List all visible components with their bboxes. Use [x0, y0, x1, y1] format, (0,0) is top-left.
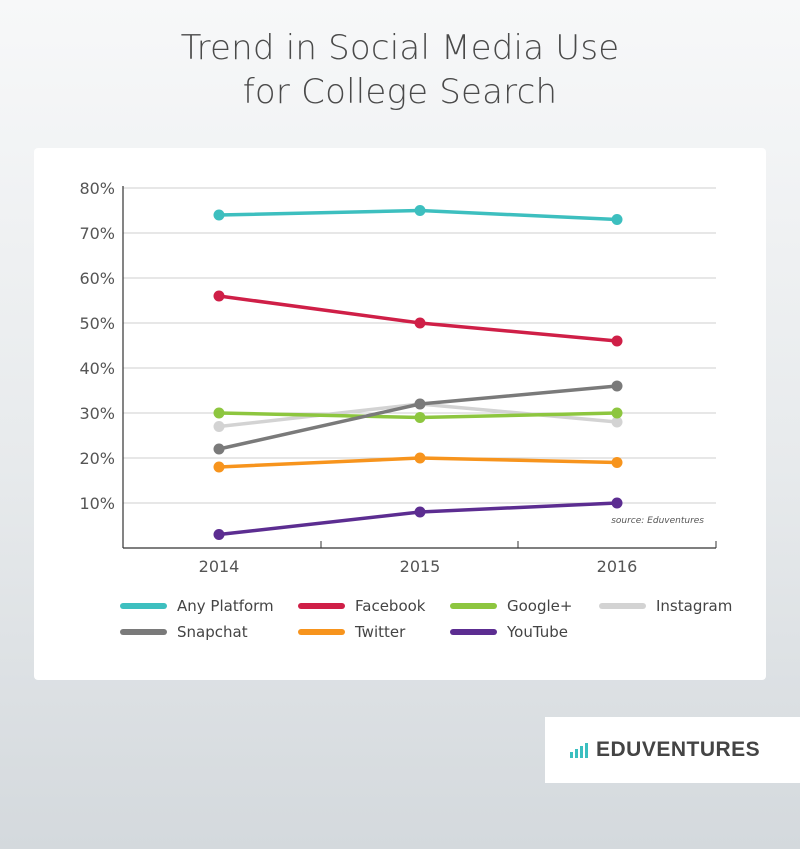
- legend-swatch: [450, 629, 497, 635]
- legend-swatch: [120, 603, 167, 609]
- legend-item: Twitter: [298, 622, 405, 642]
- data-point: [611, 407, 623, 419]
- legend-swatch: [599, 603, 646, 609]
- chart-title: Trend in Social Media Use for College Se…: [0, 26, 800, 114]
- title-line-2: for College Search: [242, 72, 558, 112]
- legend-label: Any Platform: [177, 597, 274, 615]
- legend-item: Snapchat: [120, 622, 248, 642]
- data-point: [414, 205, 426, 216]
- x-tick-label: 2015: [400, 557, 441, 576]
- legend-label: Google+: [507, 597, 573, 615]
- data-point: [611, 497, 623, 509]
- legend-item: Facebook: [298, 596, 425, 616]
- legend-swatch: [450, 603, 497, 609]
- chart-card: 10% 20% 30% 40% 50% 60% 70% 80% 2014 2015 2016 sour…: [34, 148, 766, 680]
- data-point: [213, 421, 225, 432]
- x-tick-label: 2016: [597, 557, 638, 576]
- y-tick-label: 10%: [79, 494, 115, 513]
- logo-text: EDUVENTURES: [596, 738, 761, 761]
- data-point: [414, 398, 426, 410]
- data-point: [213, 209, 225, 221]
- x-tick-label: 2014: [199, 557, 240, 576]
- title-line-1: Trend in Social Media Use: [180, 28, 620, 68]
- data-point: [611, 335, 623, 347]
- data-point: [414, 452, 426, 464]
- source-annotation: source: Eduventures: [611, 516, 704, 526]
- legend-item: YouTube: [450, 622, 568, 642]
- legend-label: Twitter: [355, 623, 406, 641]
- y-tick-label: 40%: [79, 359, 115, 378]
- data-point: [611, 214, 623, 225]
- y-tick-label: 50%: [79, 314, 115, 333]
- data-point: [213, 461, 225, 473]
- y-tick-label: 60%: [79, 269, 115, 288]
- legend-swatch: [120, 629, 167, 635]
- data-point: [414, 317, 426, 329]
- data-point: [213, 529, 225, 540]
- legend-swatch: [298, 629, 345, 635]
- y-tick-label: 30%: [79, 404, 115, 423]
- eduventures-logo: EDUVENTURES: [545, 717, 800, 783]
- legend-swatch: [298, 603, 345, 609]
- legend-label: YouTube: [507, 623, 568, 641]
- legend-item: Google+: [450, 596, 572, 616]
- data-point: [213, 443, 225, 455]
- data-point: [611, 380, 623, 392]
- chart-legend: Any Platform Facebook Google+ Instagram Snap…: [34, 596, 766, 656]
- legend-label: Facebook: [355, 597, 426, 615]
- data-point: [611, 457, 623, 468]
- data-point: [414, 506, 426, 518]
- line-chart: 10% 20% 30% 40% 50% 60% 70% 80% 2014 2015 2016 sour…: [79, 179, 717, 576]
- bar-chart-icon: [570, 742, 590, 758]
- data-point: [213, 290, 225, 302]
- legend-item: Any Platform: [120, 596, 274, 616]
- legend-label: Instagram: [656, 597, 733, 615]
- data-point: [611, 416, 623, 428]
- y-tick-label: 80%: [79, 179, 115, 198]
- legend-item: Instagram: [599, 596, 732, 616]
- legend-label: Snapchat: [177, 623, 248, 641]
- y-tick-label: 20%: [79, 449, 115, 468]
- data-point: [414, 412, 426, 423]
- data-point: [213, 407, 225, 419]
- y-tick-label: 70%: [79, 224, 115, 243]
